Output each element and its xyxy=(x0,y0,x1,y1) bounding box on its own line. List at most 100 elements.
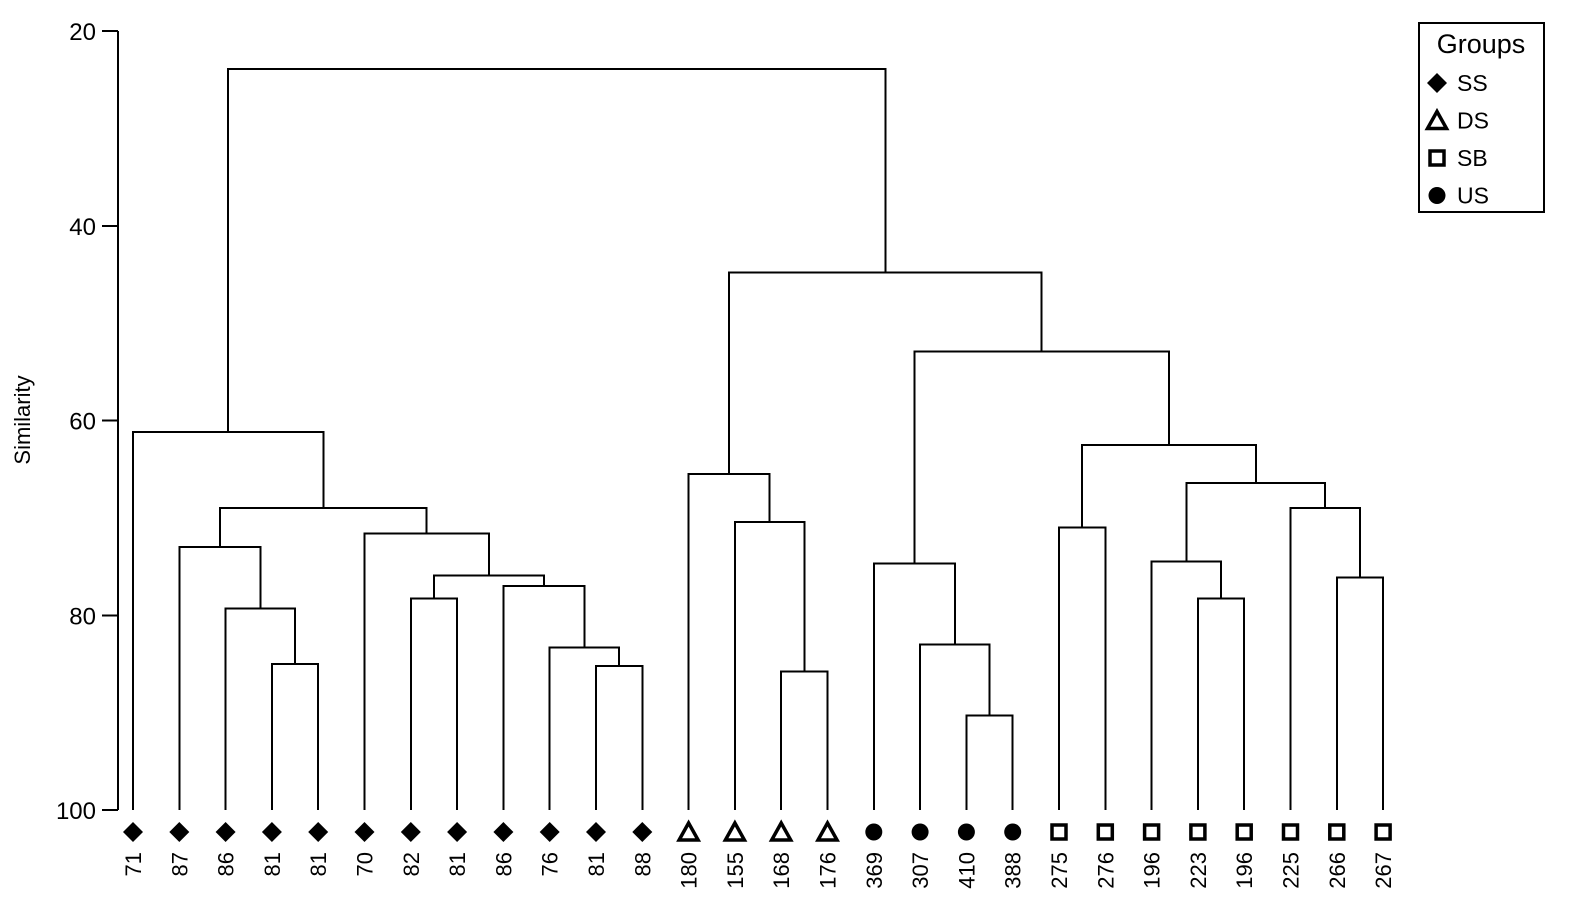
dendrogram-branch xyxy=(1081,443,1257,528)
y-tick-label: 20 xyxy=(69,19,96,46)
leaf-label: 180 xyxy=(677,852,702,889)
leaf-label: 276 xyxy=(1093,852,1118,889)
legend-marker-ss xyxy=(1427,73,1447,93)
leaf-label: 71 xyxy=(121,852,146,876)
leaf-label: 86 xyxy=(214,852,239,876)
leaf-label: 196 xyxy=(1140,852,1165,889)
dendrogram-branch xyxy=(270,662,320,810)
dendrogram-branch xyxy=(728,271,1043,475)
leaf-label: 369 xyxy=(862,852,887,889)
leaf-marker-us xyxy=(865,823,883,841)
leaf-marker-sb xyxy=(1096,823,1115,841)
leaf-marker-us xyxy=(911,823,929,841)
leaf-marker-ss xyxy=(215,822,236,842)
leaf-label: 70 xyxy=(353,852,378,876)
dendrogram-branch xyxy=(1289,507,1361,810)
leaf-label: 410 xyxy=(954,852,979,889)
leaf-marker-ss xyxy=(308,822,329,842)
dendrogram-branch xyxy=(227,67,887,433)
dendrogram-branch xyxy=(502,585,586,810)
leaf-label: 307 xyxy=(908,852,933,889)
dendrogram-branch xyxy=(1335,576,1385,810)
dendrogram-branch xyxy=(1185,481,1327,562)
legend-label-sb: SB xyxy=(1457,145,1488,171)
dendrogram-branch xyxy=(224,607,297,810)
dendrogram-branch xyxy=(595,664,644,810)
leaf-marker-ds xyxy=(768,819,794,842)
legend-label-ds: DS xyxy=(1457,108,1489,134)
leaf-label: 87 xyxy=(167,852,192,876)
leaf-label: 225 xyxy=(1279,852,1304,889)
leaf-label: 176 xyxy=(816,852,841,889)
dendrogram-branch xyxy=(913,350,1170,564)
leaf-marker-us xyxy=(957,823,975,841)
leaf-label: 223 xyxy=(1186,852,1211,889)
leaf-label: 168 xyxy=(769,852,794,889)
leaf-marker-us xyxy=(1004,823,1022,841)
dendrogram-branch xyxy=(1150,560,1223,810)
leaf-label: 155 xyxy=(723,852,748,889)
leaf-label: 81 xyxy=(260,852,285,876)
legend-entries: SS DS SB US xyxy=(1424,70,1489,209)
leaf-label: 266 xyxy=(1325,852,1350,889)
dendrogram-branch xyxy=(687,473,771,810)
dendrogram-branches xyxy=(132,67,1385,810)
leaf-marker-sb xyxy=(1328,823,1346,841)
legend-label-ss: SS xyxy=(1457,70,1488,96)
y-tick-label: 60 xyxy=(69,409,96,436)
leaf-marker-ds xyxy=(815,819,840,842)
dendrogram-branch xyxy=(965,714,1014,810)
leaf-marker-sb xyxy=(1189,823,1207,841)
leaf-marker-ss xyxy=(123,822,143,842)
leaf-marker-ss xyxy=(493,822,514,842)
leaf-label: 275 xyxy=(1047,852,1072,889)
leaf-marker-ss xyxy=(169,822,190,842)
leaf-label: 81 xyxy=(584,852,609,876)
dendrogram-branch xyxy=(409,597,459,810)
leaf-marker-ss xyxy=(354,822,375,842)
dendrogram-branch xyxy=(548,646,621,810)
y-axis: 20 40 60 80 100 xyxy=(56,19,119,825)
leaf-marker-sb xyxy=(1374,823,1392,841)
y-tick-label: 80 xyxy=(69,603,96,630)
legend-marker-us xyxy=(1428,187,1446,204)
legend: Groups SS DS SB US xyxy=(1418,22,1545,213)
leaf-marker-sb xyxy=(1050,823,1068,841)
legend-box xyxy=(1418,22,1545,213)
leaf-markers xyxy=(123,819,1392,842)
dendrogram-branch xyxy=(919,643,991,810)
leaf-marker-ss xyxy=(447,822,468,842)
dendrogram-branch xyxy=(780,670,829,810)
leaf-label: 81 xyxy=(445,852,470,876)
leaf-label: 196 xyxy=(1232,852,1257,889)
leaf-label: 81 xyxy=(306,852,331,876)
y-axis-label: Similarity xyxy=(10,375,35,464)
legend-marker-sb xyxy=(1428,149,1446,167)
leaf-label: 76 xyxy=(538,852,563,876)
dendrogram-branch xyxy=(872,562,956,810)
leaf-marker-ds xyxy=(676,819,702,842)
y-tick-label: 100 xyxy=(56,798,96,825)
leaf-marker-sb xyxy=(1235,823,1253,841)
leaf-label: 88 xyxy=(630,852,655,876)
dendrogram-branch xyxy=(1196,597,1246,810)
leaf-marker-ss xyxy=(400,822,421,842)
leaf-label: 86 xyxy=(491,852,516,876)
leaf-marker-ss xyxy=(261,822,282,842)
leaf-label: 82 xyxy=(399,852,424,876)
leaf-marker-ds xyxy=(722,819,748,842)
dendrogram-branch xyxy=(733,520,806,810)
leaf-marker-sb xyxy=(1281,823,1300,841)
legend-label-us: US xyxy=(1457,183,1489,209)
legend-marker-ds xyxy=(1424,107,1450,131)
leaf-label: 388 xyxy=(1001,852,1026,889)
leaf-marker-ss xyxy=(586,822,606,842)
leaf-marker-ss xyxy=(539,822,560,842)
dendrogram-branch xyxy=(178,546,262,810)
leaf-label: 267 xyxy=(1371,852,1396,889)
legend-title: Groups xyxy=(1437,29,1526,59)
leaf-labels: 71 87 86 81 81 70 82 81 86 76 81 88 180 155 168 176 369 3… xyxy=(121,852,1396,889)
dendrogram-branch xyxy=(218,507,428,548)
